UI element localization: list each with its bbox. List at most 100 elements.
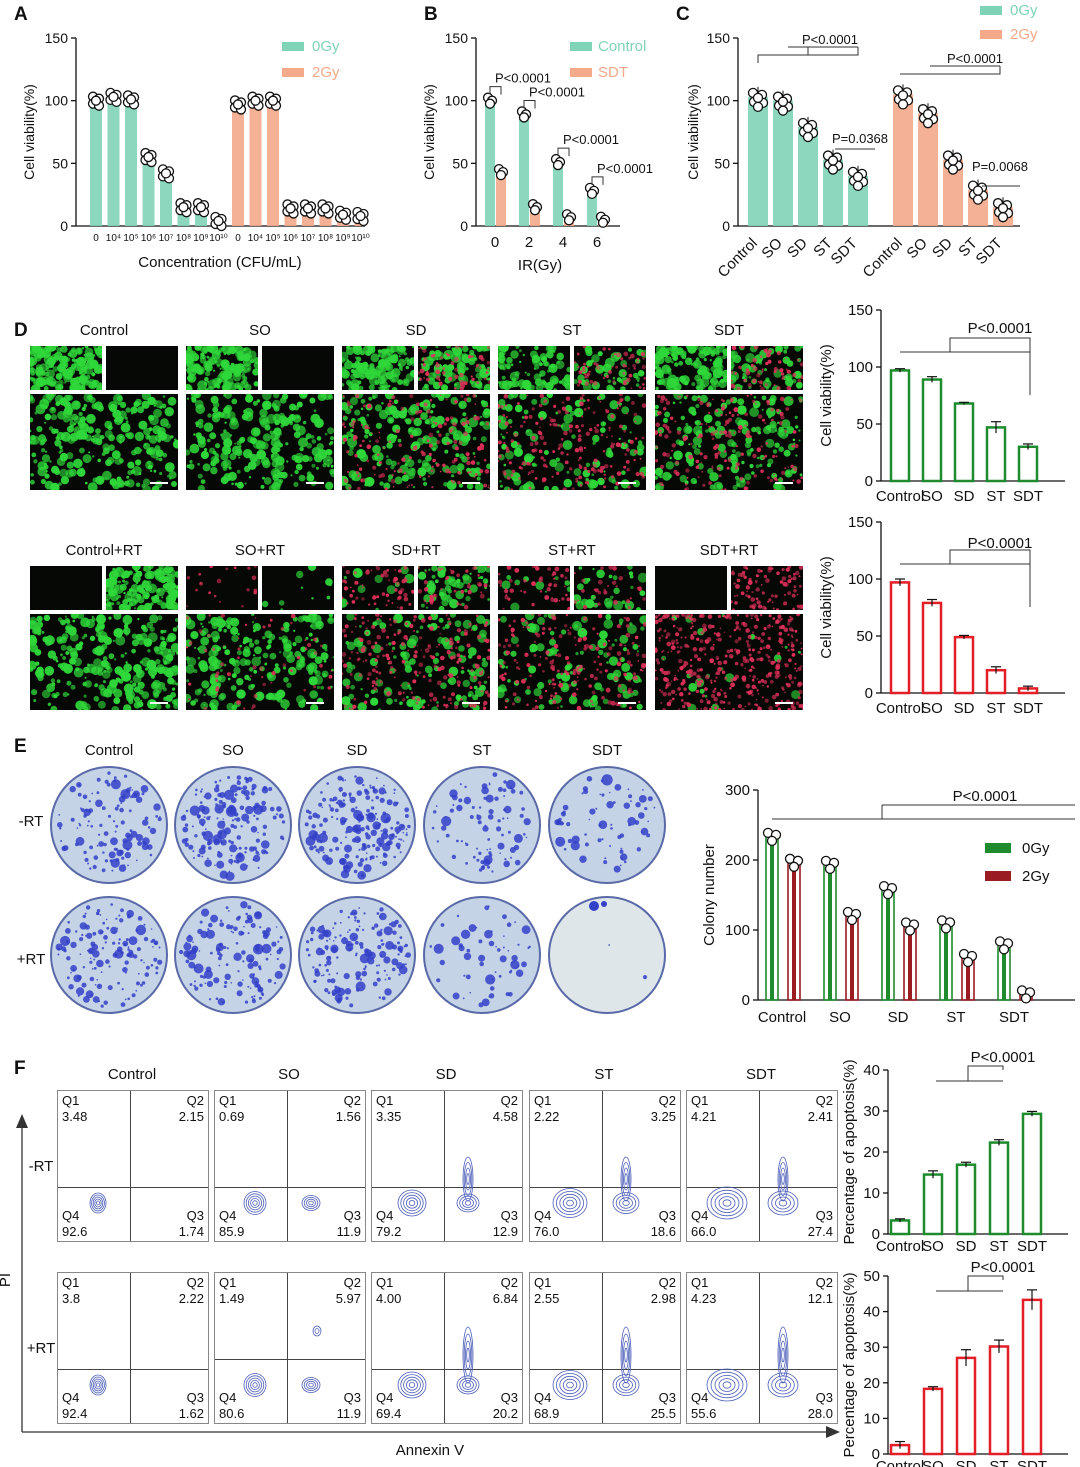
quadrant-h-line — [687, 1187, 837, 1188]
legend-label: 0Gy — [1022, 840, 1050, 857]
data-point — [962, 956, 974, 968]
y-tick-label: 150 — [848, 302, 873, 319]
bar — [770, 836, 774, 1000]
micrograph-large — [186, 394, 334, 490]
flow-plot: Q1 3.35 Q2 4.58 Q4 79.2 Q3 12.9 — [371, 1090, 523, 1242]
x-tick-label: Control — [758, 1009, 806, 1026]
scale-bar — [306, 482, 324, 484]
y-tick-label: 100 — [707, 93, 731, 109]
scale-bar — [618, 702, 636, 704]
y-axis-label: Cell viability(%) — [21, 84, 37, 180]
quadrant-value-q1: 4.00 — [376, 1291, 402, 1306]
quadrant-value-q2: 2.98 — [650, 1291, 676, 1306]
data-point — [972, 185, 984, 196]
quadrant-value-q1: 1.49 — [219, 1291, 245, 1306]
data-point — [125, 94, 137, 105]
y-tick-label: 0 — [872, 1226, 880, 1243]
quadrant-h-line — [215, 1187, 365, 1188]
plate-row-label: +RT — [16, 951, 46, 968]
y-axis-label: Percentage of apoptosis(%) — [841, 1059, 858, 1244]
quadrant-label-q2: Q2 — [658, 1275, 676, 1290]
quadrant-v-line — [759, 1273, 760, 1423]
micrograph-small — [186, 346, 258, 390]
x-axis-label: IR(Gy) — [518, 257, 562, 274]
x-tick-label: SD — [784, 235, 811, 262]
y-tick-label: 40 — [863, 1062, 880, 1079]
bar — [893, 94, 913, 227]
colony-dots — [589, 901, 648, 980]
bar — [1021, 1112, 1043, 1236]
p-value-annotation: P<0.0001 — [971, 1259, 1036, 1276]
y-axis-label: Cell viability(%) — [818, 344, 835, 447]
quadrant-label-q3: Q3 — [500, 1208, 518, 1223]
micrograph-small — [186, 566, 258, 610]
x-tick-label: 10⁵ — [123, 233, 138, 244]
bar — [519, 114, 529, 226]
x-tick-label: 0 — [93, 233, 99, 244]
y-tick-label: 100 — [45, 93, 69, 109]
micrograph-image — [498, 566, 570, 610]
data-point — [563, 215, 575, 226]
micrograph-large — [342, 614, 490, 710]
quadrant-label-q4: Q4 — [376, 1390, 394, 1405]
data-point — [827, 155, 839, 166]
data-point — [160, 168, 172, 179]
x-tick-label: SDT — [973, 235, 1006, 268]
x-tick-label: Control — [876, 700, 924, 717]
bar — [125, 99, 137, 226]
micrograph-image — [574, 346, 646, 390]
data-point — [788, 861, 800, 872]
x-tick-label: 10⁹ — [193, 233, 208, 244]
quadrant-label-q1: Q1 — [376, 1093, 394, 1108]
x-tick-label: 10⁹ — [335, 233, 350, 244]
bar — [587, 190, 597, 226]
flow-column-label: ST — [594, 1066, 614, 1083]
micrograph-small — [574, 566, 646, 610]
legend-swatch — [282, 42, 304, 51]
bar — [944, 924, 948, 1000]
colony-dots — [554, 774, 656, 873]
y-tick-label: 0 — [60, 218, 68, 234]
micrograph-image — [342, 394, 490, 490]
quadrant-value-q2: 6.84 — [492, 1291, 518, 1306]
micrograph-image — [262, 566, 333, 610]
x-tick-label: SDT — [1017, 1238, 1047, 1255]
micrograph-column-label: Control — [79, 322, 129, 339]
micrograph-image — [418, 566, 490, 610]
micrograph-image — [498, 614, 646, 710]
bar — [943, 159, 963, 226]
flow-plot: Q1 4.21 Q2 2.41 Q4 66.0 Q3 27.4 — [686, 1090, 838, 1242]
data-point — [882, 888, 894, 900]
quadrant-label-q2: Q2 — [815, 1093, 833, 1108]
quadrant-value-q1: 3.35 — [376, 1109, 402, 1124]
flow-row-label: -RT — [28, 1158, 54, 1175]
bar — [1017, 445, 1039, 483]
y-tick-label: 300 — [725, 782, 750, 799]
legend-swatch — [980, 6, 1002, 15]
colony-dots — [179, 901, 286, 1006]
scale-bar — [462, 702, 480, 704]
x-tick-label: ST — [989, 1238, 1008, 1255]
x-tick-label: 10¹⁰ — [209, 233, 227, 244]
legend-label: 2Gy — [312, 64, 340, 81]
quadrant-value-q1: 4.23 — [691, 1291, 717, 1306]
quadrant-v-line — [130, 1273, 131, 1423]
x-tick-label: ST — [986, 488, 1005, 505]
quadrant-label-q1: Q1 — [534, 1275, 552, 1290]
x-tick-label: 4 — [559, 234, 567, 251]
colony-plate — [423, 766, 541, 884]
quadrant-v-line — [602, 1091, 603, 1241]
y-tick-label: 0 — [722, 218, 730, 234]
quadrant-label-q2: Q2 — [500, 1093, 518, 1108]
quadrant-label-q4: Q4 — [219, 1390, 237, 1405]
quadrant-value-q2: 2.41 — [807, 1109, 833, 1124]
micrograph-column-label: ST+RT — [548, 542, 596, 559]
x-tick-label: SDT — [1013, 700, 1043, 717]
p-value-annotation: P<0.0001 — [947, 51, 1003, 66]
quadrant-value-q4: 76.0 — [534, 1224, 560, 1239]
micrograph-small — [30, 346, 102, 390]
micrograph-small — [731, 346, 803, 390]
data-point — [195, 202, 207, 213]
y-tick-label: 40 — [863, 1304, 880, 1321]
